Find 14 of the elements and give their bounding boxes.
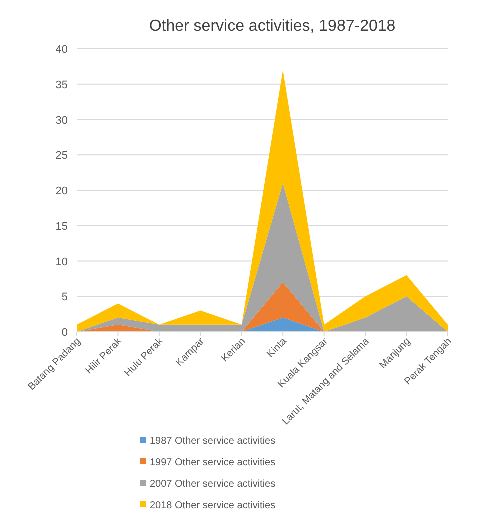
y-tick-label: 15	[56, 220, 68, 233]
y-tick-label: 0	[62, 327, 68, 339]
y-tick-label: 5	[62, 292, 68, 304]
legend-label: 1997 Other service activities	[150, 458, 276, 468]
y-tick-label: 10	[56, 256, 68, 268]
chart-title: Other service activities, 1987-2018	[149, 18, 396, 35]
y-tick-label: 25	[56, 150, 68, 162]
y-tick-label: 35	[56, 79, 68, 92]
legend-label: 2018 Other service activities	[150, 500, 276, 512]
legend-label: 2007 Other service activities	[150, 479, 276, 490]
y-tick-label: 40	[56, 44, 68, 56]
y-tick-label: 30	[56, 114, 68, 127]
y-tick-label: 20	[56, 186, 68, 198]
legend-label: 1987 Other service activities	[150, 436, 276, 447]
